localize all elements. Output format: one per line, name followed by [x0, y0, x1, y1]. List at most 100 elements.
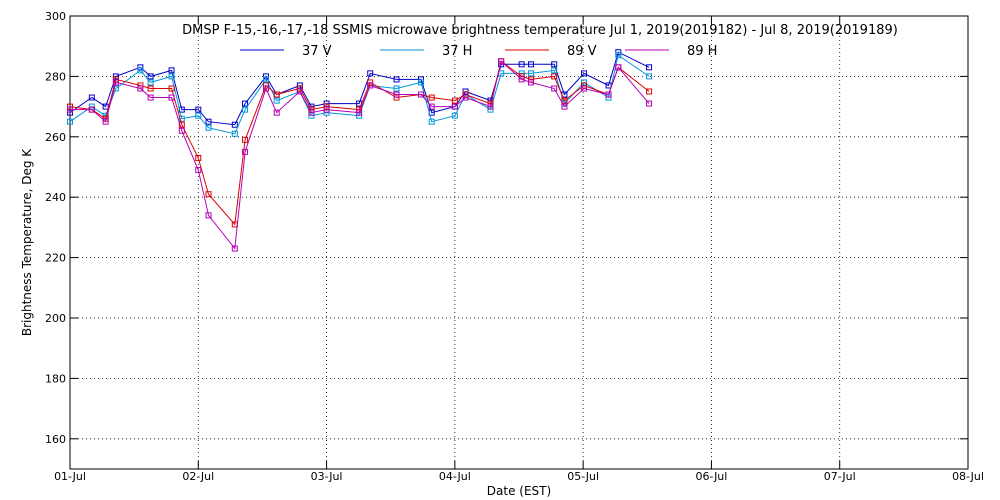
- x-axis-title: Date (EST): [487, 484, 551, 498]
- data-point: [581, 79, 588, 86]
- data-point: [168, 85, 175, 92]
- data-point: [147, 79, 154, 86]
- data-point: [551, 85, 558, 92]
- data-point: [393, 94, 400, 101]
- data-point: [615, 52, 622, 59]
- data-point: [581, 85, 588, 92]
- data-point: [137, 85, 144, 92]
- y-tick-label: 220: [45, 252, 66, 265]
- data-point: [451, 97, 458, 104]
- data-point: [242, 136, 249, 143]
- y-tick-label: 200: [45, 312, 66, 325]
- data-point: [308, 109, 315, 116]
- data-point: [195, 106, 202, 113]
- data-point: [205, 124, 212, 131]
- data-point: [561, 97, 568, 104]
- data-point: [178, 127, 185, 134]
- data-point: [137, 82, 144, 89]
- legend-label: 37 V: [302, 44, 332, 59]
- data-point: [451, 112, 458, 119]
- data-point: [451, 103, 458, 110]
- data-point: [102, 103, 109, 110]
- data-point: [393, 91, 400, 98]
- data-point: [168, 67, 175, 74]
- data-point: [168, 94, 175, 101]
- data-point: [168, 73, 175, 80]
- data-point: [393, 85, 400, 92]
- data-point: [581, 70, 588, 77]
- data-point: [147, 85, 154, 92]
- y-tick-label: 240: [45, 191, 66, 204]
- data-point: [367, 82, 374, 89]
- data-point: [418, 79, 425, 86]
- data-point: [605, 91, 612, 98]
- series-37-h: [67, 52, 653, 137]
- data-point: [262, 85, 269, 92]
- data-point: [551, 73, 558, 80]
- data-point: [205, 118, 212, 125]
- data-point: [323, 100, 330, 107]
- data-point: [518, 61, 525, 68]
- data-point: [551, 61, 558, 68]
- y-tick-label: 180: [45, 372, 66, 385]
- series-line: [69, 54, 650, 135]
- x-tick-label: 08-Jul: [952, 470, 984, 483]
- data-point: [487, 103, 494, 110]
- legend-label: 37 H: [442, 44, 472, 59]
- data-point: [393, 76, 400, 83]
- series-89-v: [67, 58, 653, 228]
- x-tick-label: 07-Jul: [824, 470, 856, 483]
- data-point: [147, 94, 154, 101]
- data-point: [528, 61, 535, 68]
- data-point: [418, 91, 425, 98]
- data-point: [67, 118, 73, 125]
- chart-title: DMSP F-15,-16,-17,-18 SSMIS microwave br…: [182, 23, 898, 38]
- data-point: [296, 88, 303, 95]
- plot-frame: [69, 15, 969, 470]
- x-tick-label: 04-Jul: [439, 470, 471, 483]
- x-tick-label: 06-Jul: [695, 470, 727, 483]
- data-point: [231, 130, 238, 137]
- data-point: [147, 73, 154, 80]
- data-point: [195, 112, 202, 119]
- data-point: [88, 94, 95, 101]
- data-point: [498, 58, 505, 65]
- data-point: [367, 79, 374, 86]
- series-line: [70, 60, 650, 250]
- data-point: [195, 154, 202, 161]
- data-point: [615, 64, 622, 71]
- data-point: [242, 106, 249, 113]
- data-point: [367, 70, 374, 77]
- data-point: [551, 67, 558, 74]
- plot-series: [67, 49, 653, 252]
- data-point: [88, 106, 95, 113]
- y-tick-label: 280: [45, 70, 66, 83]
- data-point: [646, 100, 653, 107]
- series-89-h: [67, 58, 653, 252]
- x-tick-label: 03-Jul: [311, 470, 343, 483]
- data-point: [462, 94, 469, 101]
- axes: 160 180 200 220 240 260 280 300 01-Jul 02-Jul 03-J…: [45, 10, 984, 483]
- y-axis-title: Brightness Temperature, Deg K: [20, 148, 34, 336]
- x-tick-label: 01-Jul: [54, 470, 86, 483]
- data-point: [646, 64, 653, 71]
- data-point: [428, 94, 435, 101]
- series-line: [69, 51, 650, 126]
- data-point: [528, 79, 535, 86]
- data-point: [195, 167, 202, 174]
- series-line: [69, 60, 650, 226]
- data-point: [231, 245, 238, 252]
- data-point: [178, 121, 185, 128]
- data-point: [242, 148, 249, 155]
- data-point: [273, 97, 280, 104]
- data-point: [323, 106, 330, 113]
- data-point: [178, 115, 185, 122]
- data-point: [561, 103, 568, 110]
- y-tick-label: 260: [45, 131, 66, 144]
- legend-label: 89 H: [687, 44, 717, 59]
- legend: 37 V 37 H 89 V 89 H: [240, 44, 717, 59]
- data-point: [205, 191, 212, 198]
- data-point: [231, 121, 238, 128]
- data-point: [518, 76, 525, 83]
